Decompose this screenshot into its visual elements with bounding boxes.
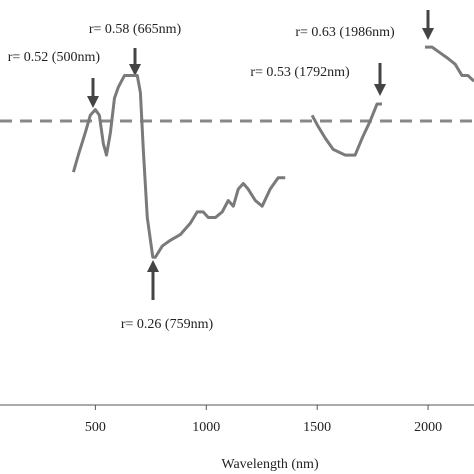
- data-line: [424, 45, 474, 83]
- annotation-arrows: [87, 10, 434, 300]
- x-tick-label: 2000: [414, 420, 442, 435]
- x-axis-label: Wavelength (nm): [221, 457, 319, 472]
- x-tick-label: 500: [85, 420, 106, 435]
- annotation: r= 0.58 (665nm): [89, 22, 182, 37]
- annotation: r= 0.53 (1792nm): [250, 65, 350, 80]
- x-tick-label: 1000: [192, 420, 220, 435]
- annotation: r= 0.26 (759nm): [121, 317, 214, 332]
- x-tick-label: 1500: [303, 420, 331, 435]
- annotation: r= 0.52 (500nm): [8, 50, 101, 65]
- data-line: [71, 74, 286, 259]
- data-line: [310, 102, 382, 157]
- annotation: r= 0.63 (1986nm): [295, 25, 395, 40]
